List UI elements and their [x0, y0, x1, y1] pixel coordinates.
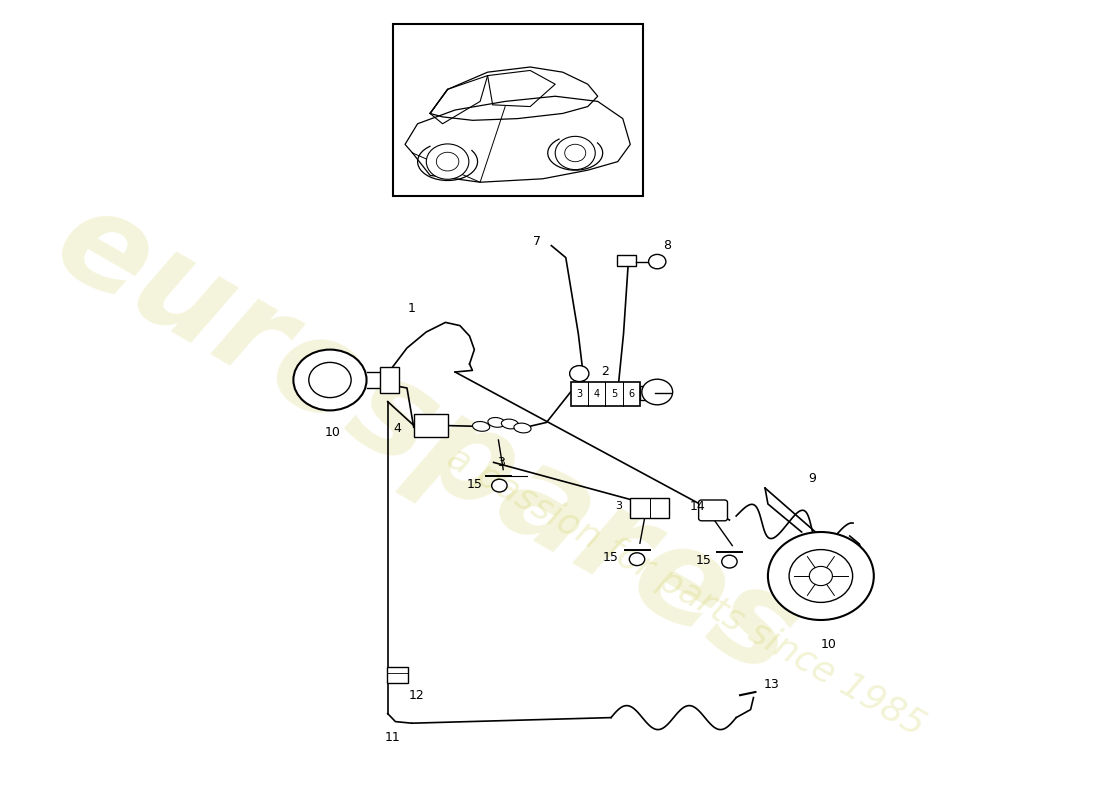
Text: 11: 11 [385, 731, 400, 744]
Circle shape [629, 553, 645, 566]
Circle shape [810, 566, 833, 586]
Bar [414, 414, 449, 437]
Circle shape [437, 152, 459, 171]
Bar [630, 498, 669, 518]
Circle shape [649, 254, 666, 269]
Text: 13: 13 [763, 678, 780, 690]
Text: eurospares: eurospares [33, 176, 820, 704]
Circle shape [427, 144, 469, 179]
Bar [640, 386, 656, 400]
Text: 15: 15 [695, 554, 712, 566]
Text: 3: 3 [576, 389, 582, 398]
Text: 9: 9 [808, 471, 816, 485]
Ellipse shape [502, 419, 518, 429]
Text: 3: 3 [497, 456, 505, 469]
Circle shape [768, 532, 873, 620]
Text: 3: 3 [615, 502, 623, 511]
Circle shape [294, 350, 366, 410]
Text: 7: 7 [532, 235, 541, 248]
Text: 10: 10 [821, 638, 836, 650]
Bar [393, 24, 642, 196]
Bar [387, 667, 408, 683]
Ellipse shape [473, 422, 490, 431]
Text: 4: 4 [594, 389, 600, 398]
Text: 4: 4 [394, 422, 402, 434]
Circle shape [722, 555, 737, 568]
Circle shape [492, 479, 507, 492]
Text: 14: 14 [690, 500, 705, 513]
Text: 10: 10 [324, 426, 341, 438]
Bar [617, 255, 636, 266]
Text: 8: 8 [663, 239, 671, 252]
Text: 15: 15 [466, 478, 482, 490]
Text: 2: 2 [602, 365, 609, 378]
Text: 1: 1 [408, 302, 416, 314]
Circle shape [309, 362, 351, 398]
Text: 12: 12 [409, 689, 425, 702]
Circle shape [556, 136, 595, 170]
Text: a passion for parts since 1985: a passion for parts since 1985 [441, 441, 931, 743]
Bar [379, 367, 399, 393]
Text: 5: 5 [610, 389, 617, 398]
Ellipse shape [488, 418, 505, 427]
Ellipse shape [514, 423, 531, 433]
FancyBboxPatch shape [698, 500, 727, 521]
Circle shape [789, 550, 852, 602]
Circle shape [564, 144, 585, 162]
Text: 15: 15 [603, 551, 619, 564]
Circle shape [641, 379, 672, 405]
Text: 6: 6 [628, 389, 635, 398]
Circle shape [570, 366, 589, 382]
Bar [571, 382, 640, 406]
